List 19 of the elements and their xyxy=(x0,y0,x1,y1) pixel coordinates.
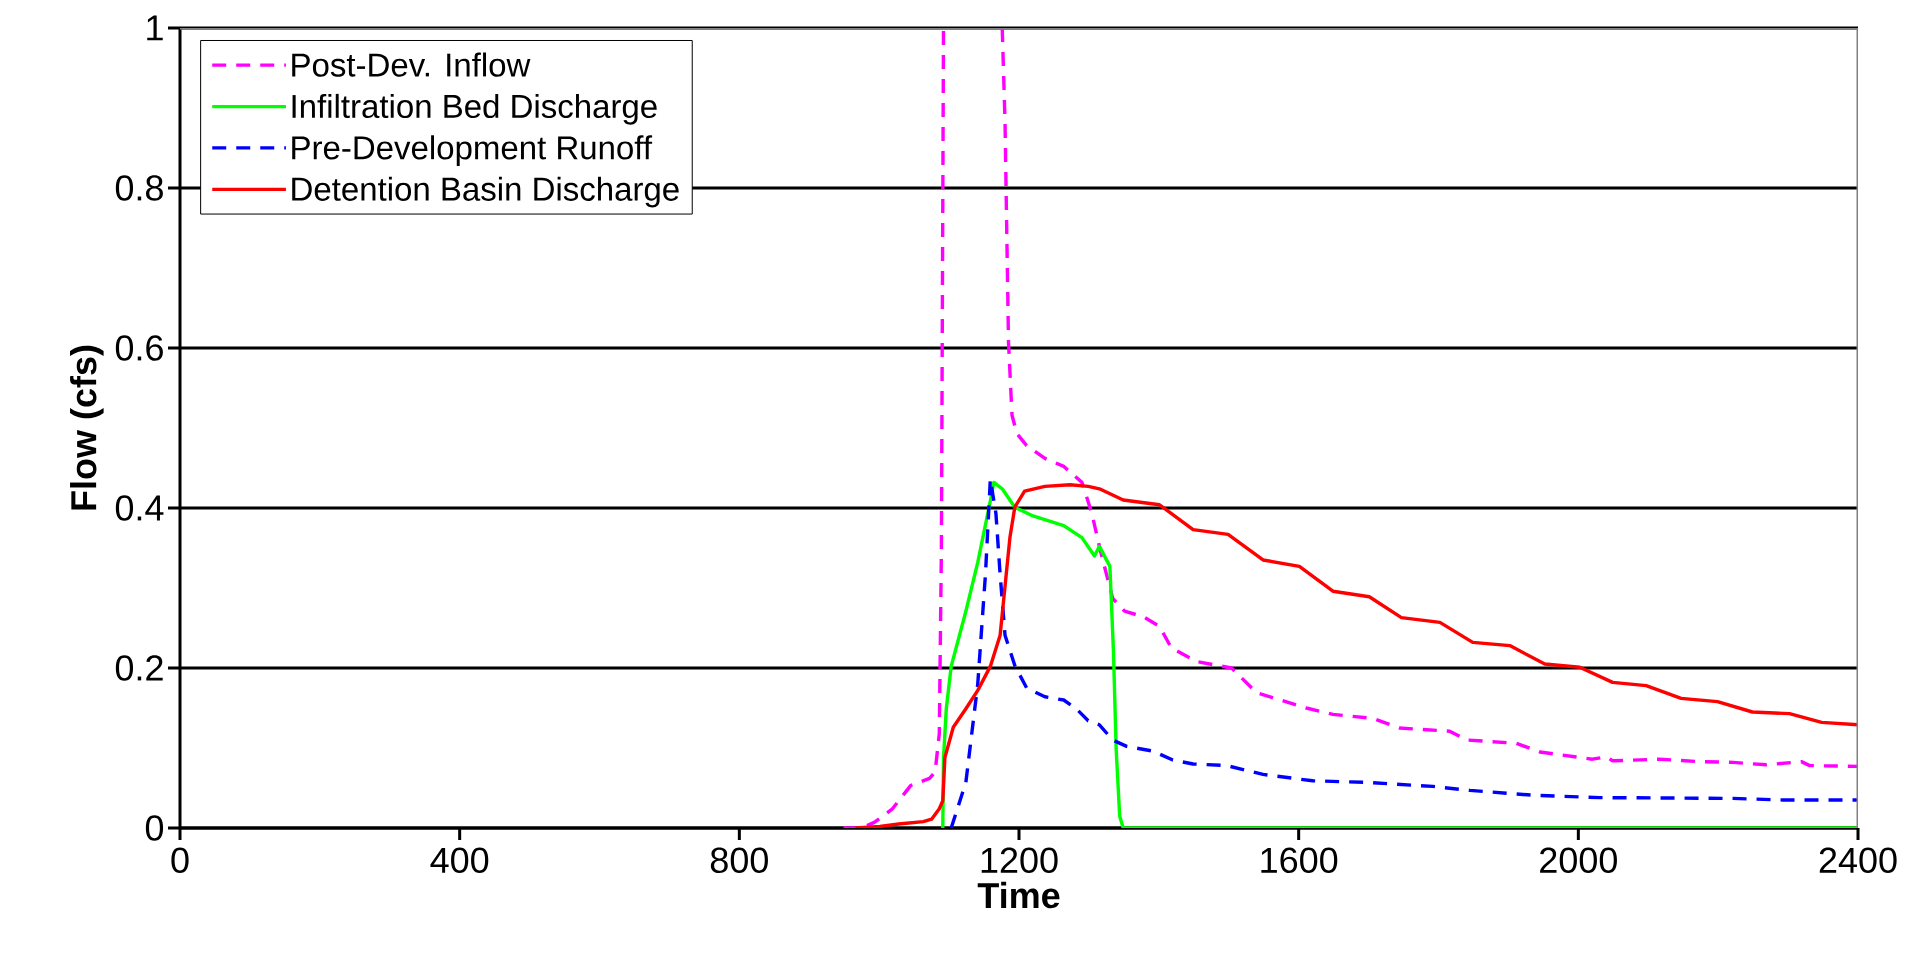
x-tick-label: 0 xyxy=(171,847,189,874)
legend-label: Post-Dev. Inflow xyxy=(292,52,531,77)
y-tick-label: 0.4 xyxy=(115,495,164,521)
legend-label: Infiltration Bed Discharge xyxy=(292,93,657,125)
legend-label: Pre-Development Runoff xyxy=(292,135,653,167)
x-tick-label: 800 xyxy=(710,847,768,874)
y-tick-label: 1 xyxy=(147,15,163,41)
y-tick-label: 0 xyxy=(145,815,164,841)
x-axis-title: Time xyxy=(977,881,1060,909)
x-tick-label: 1600 xyxy=(1261,847,1338,874)
y-tick-label: 0.2 xyxy=(115,655,163,681)
x-tick-label: 2000 xyxy=(1540,847,1617,874)
x-tick-label: 1200 xyxy=(981,847,1058,874)
legend-label: Detention Basin Discharge xyxy=(292,176,679,208)
x-tick-label: 2400 xyxy=(1819,847,1897,874)
y-axis-title: Flow (cfs) xyxy=(70,345,104,510)
y-tick-label: 0.8 xyxy=(115,175,163,201)
x-tick-label: 400 xyxy=(430,847,489,874)
y-tick-label: 0.6 xyxy=(115,335,163,361)
